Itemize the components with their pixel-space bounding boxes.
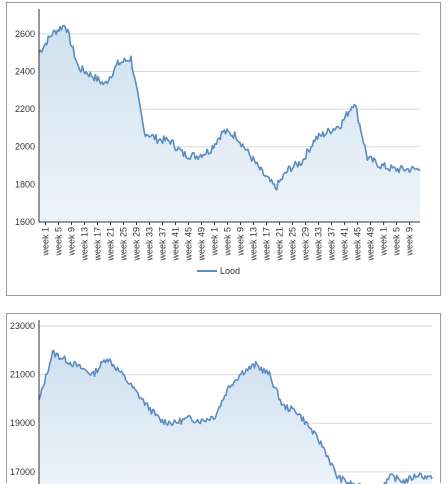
x-tick-label: week 49 — [197, 227, 207, 262]
x-tick-label: week 29 — [132, 227, 142, 262]
x-tick-label: week 13 — [80, 227, 90, 262]
x-tick-label: week 9 — [236, 227, 246, 257]
y-tick-label: 1800 — [15, 179, 35, 189]
x-tick-label: week 1 — [379, 227, 389, 257]
x-tick-label: week 13 — [249, 227, 259, 262]
x-tick-label: week 41 — [340, 227, 350, 262]
legend: Lood — [197, 266, 240, 276]
chart-panel-bottom: 17000 19000 21000 23000 — [6, 313, 441, 484]
legend-label: Lood — [220, 266, 240, 276]
x-tick-label: week 41 — [171, 227, 181, 262]
x-tick-label: week 33 — [314, 227, 324, 262]
y-tick-label: 2000 — [15, 142, 35, 152]
x-tick-label: week 45 — [353, 227, 363, 262]
series-line — [38, 24, 421, 191]
x-tick-label: week 21 — [106, 227, 116, 262]
series-area — [39, 25, 420, 222]
x-tick-label: week 1 — [210, 227, 220, 257]
y-tick-label: 21000 — [10, 370, 35, 380]
x-tick-label: week 33 — [145, 227, 155, 262]
y-tick-label: 2600 — [15, 29, 35, 39]
y-tick-label: 2200 — [15, 104, 35, 114]
y-tick-label: 2400 — [15, 66, 35, 76]
y-tick-label: 17000 — [10, 467, 35, 477]
x-tick-label: week 17 — [93, 227, 103, 262]
x-tick-label: week 49 — [366, 227, 376, 262]
x-tick-label: week 37 — [327, 227, 337, 262]
x-tick-label: week 17 — [262, 227, 272, 262]
series-area — [39, 350, 432, 484]
x-tick-label: week 29 — [301, 227, 311, 262]
x-tick-label: week 45 — [184, 227, 194, 262]
x-tick-label: week 21 — [275, 227, 285, 262]
y-tick-label: 23000 — [10, 321, 35, 331]
x-tick-label: week 9 — [67, 227, 77, 257]
x-tick-label: week 9 — [405, 227, 415, 257]
x-tick-label: week 5 — [54, 227, 64, 257]
chart-bottom: 17000 19000 21000 23000 — [10, 320, 433, 484]
x-tick-label: week 25 — [288, 227, 298, 262]
x-tick-label: week 5 — [223, 227, 233, 257]
y-tick-label: 19000 — [10, 418, 35, 428]
x-tick-label: week 5 — [392, 227, 402, 257]
series-line — [38, 350, 433, 484]
y-tick-label: 1600 — [15, 217, 35, 227]
chart-panel-top: 1600 1800 2000 2200 2400 2600 week 1 week 5 week… — [6, 2, 441, 296]
x-tick-label: week 37 — [158, 227, 168, 262]
x-tick-label: week 25 — [119, 227, 129, 262]
x-tick-label: week 1 — [41, 227, 51, 257]
